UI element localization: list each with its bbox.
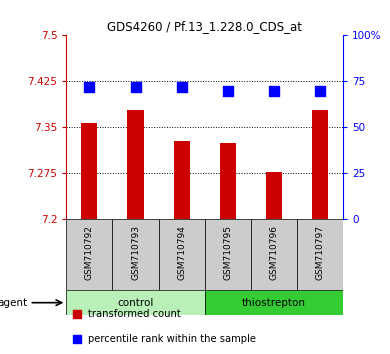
- Point: [179, 84, 185, 90]
- Point: [74, 336, 80, 342]
- Bar: [205, 219, 251, 290]
- Text: GSM710794: GSM710794: [177, 225, 186, 280]
- Text: GSM710793: GSM710793: [131, 225, 140, 280]
- Bar: [220, 143, 236, 219]
- Bar: [266, 172, 282, 219]
- Point: [132, 84, 138, 90]
- Bar: [112, 219, 159, 290]
- Bar: [174, 141, 190, 219]
- Text: percentile rank within the sample: percentile rank within the sample: [89, 333, 257, 344]
- Point: [74, 311, 80, 316]
- Bar: [81, 123, 98, 219]
- Text: GSM710792: GSM710792: [85, 225, 94, 280]
- Title: GDS4260 / Pf.13_1.228.0_CDS_at: GDS4260 / Pf.13_1.228.0_CDS_at: [107, 20, 302, 33]
- Bar: [128, 110, 144, 219]
- Point: [317, 88, 323, 93]
- Bar: [205, 290, 343, 315]
- Bar: [66, 219, 112, 290]
- Bar: [312, 110, 328, 219]
- Text: agent: agent: [0, 298, 27, 308]
- Text: control: control: [117, 298, 154, 308]
- Text: GSM710797: GSM710797: [316, 225, 324, 280]
- Bar: [159, 219, 205, 290]
- Bar: [66, 290, 205, 315]
- Text: GSM710795: GSM710795: [223, 225, 232, 280]
- Point: [225, 88, 231, 93]
- Point: [86, 84, 92, 90]
- Point: [271, 88, 277, 93]
- Text: GSM710796: GSM710796: [269, 225, 278, 280]
- Bar: [251, 219, 297, 290]
- Text: thiostrepton: thiostrepton: [242, 298, 306, 308]
- Bar: [297, 219, 343, 290]
- Text: transformed count: transformed count: [89, 309, 181, 319]
